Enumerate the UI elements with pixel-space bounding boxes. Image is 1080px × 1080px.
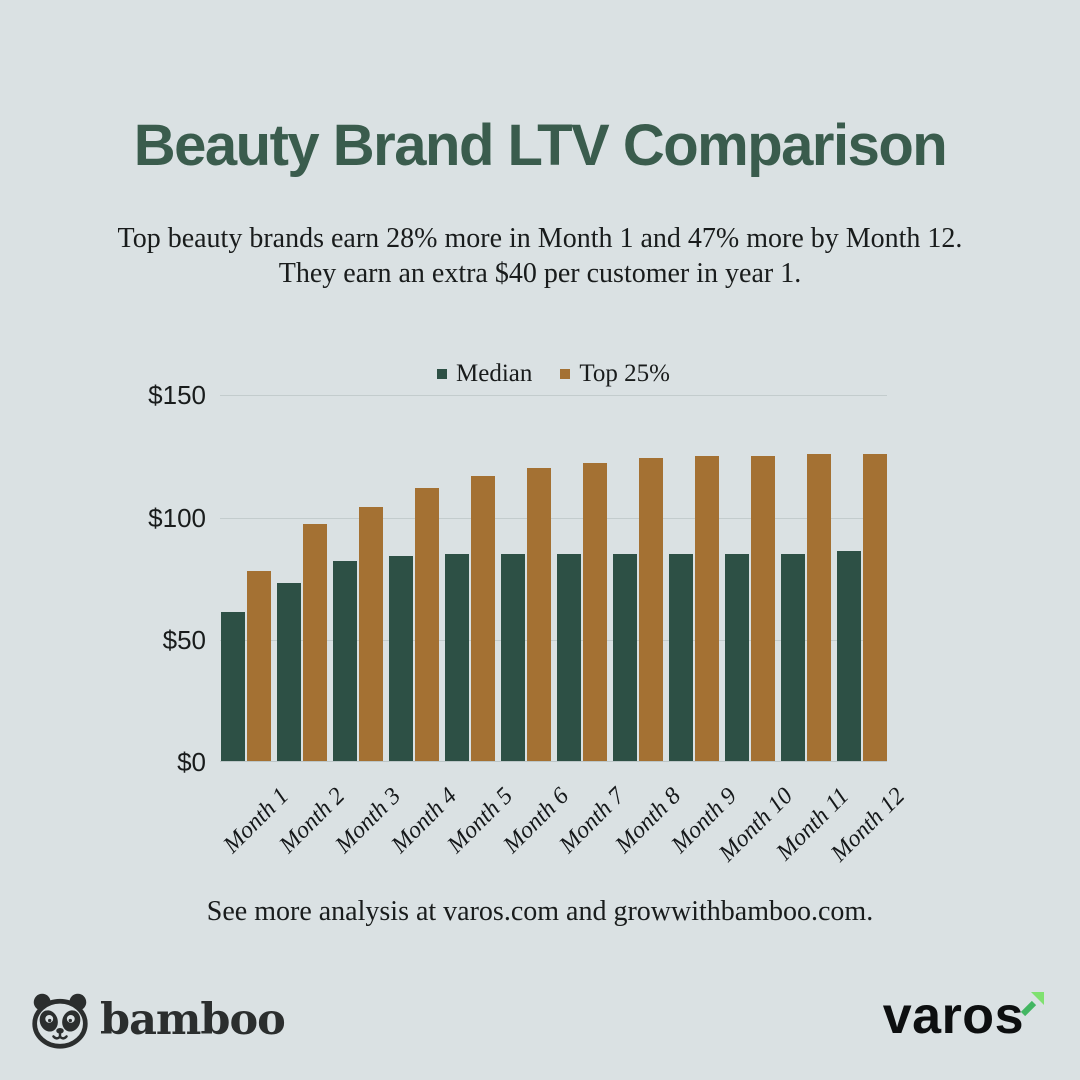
bar-top25-month-2 [303, 524, 327, 761]
legend-label-top25: Top 25% [579, 360, 670, 387]
bar-median-month-9 [669, 554, 693, 761]
bar-median-month-10 [725, 554, 749, 761]
bar-top25-month-6 [527, 468, 551, 761]
bar-top25-month-7 [583, 463, 607, 761]
bar-top25-month-9 [695, 456, 719, 761]
footer-note: See more analysis at varos.com and groww… [206, 896, 874, 927]
growth-arrow-icon [1020, 992, 1044, 1017]
bar-top25-month-11 [807, 454, 831, 761]
y-tick-100: $100 [148, 503, 206, 533]
bar-median-month-4 [389, 556, 413, 761]
x-axis-baseline [220, 761, 887, 762]
bar-median-month-12 [837, 551, 861, 761]
y-tick-0: $0 [177, 747, 206, 777]
page-title: Beauty Brand LTV Comparison [133, 113, 948, 178]
bar-median-month-6 [501, 554, 525, 761]
median-swatch-icon [437, 369, 447, 379]
varos-wordmark: varos [882, 987, 1024, 1045]
bar-chart: $150 $100 $50 $0 Month 1 Month 2 Month 3 Mo… [148, 380, 910, 867]
gridline-150 [220, 395, 887, 396]
bar-median-month-7 [557, 554, 581, 761]
bar-median-month-8 [613, 554, 637, 761]
bar-median-month-5 [445, 554, 469, 761]
panda-icon [32, 993, 88, 1049]
bamboo-logo: bamboo [30, 990, 286, 1050]
bar-top25-month-12 [863, 454, 887, 761]
legend-label-median: Median [456, 360, 533, 387]
subtitle-line-1: Top beauty brands earn 28% more in Month… [117, 223, 963, 254]
varos-logo: varos [883, 990, 1046, 1042]
legend-item-median: Median [437, 360, 532, 388]
gridline-50 [220, 640, 887, 641]
bar-median-month-1 [221, 612, 245, 761]
bar-median-month-11 [781, 554, 805, 761]
top25-swatch-icon [560, 369, 571, 379]
gridline-100 [220, 518, 887, 519]
bar-top25-month-5 [471, 476, 495, 761]
bar-top25-month-8 [639, 458, 663, 761]
bamboo-wordmark: bamboo [100, 994, 286, 1045]
bar-top25-month-1 [247, 571, 271, 761]
legend-item-top25: Top 25% [560, 360, 670, 388]
y-tick-150: $150 [148, 380, 206, 410]
y-tick-50: $50 [162, 625, 206, 655]
subtitle-line-2: They earn an extra $40 per customer in y… [278, 258, 802, 289]
bar-top25-month-3 [359, 507, 383, 761]
bar-median-month-3 [333, 561, 357, 761]
bar-top25-month-4 [415, 488, 439, 761]
bar-top25-month-10 [751, 456, 775, 761]
bar-median-month-2 [277, 583, 301, 761]
chart-legend: Median Top 25% [220, 360, 887, 388]
